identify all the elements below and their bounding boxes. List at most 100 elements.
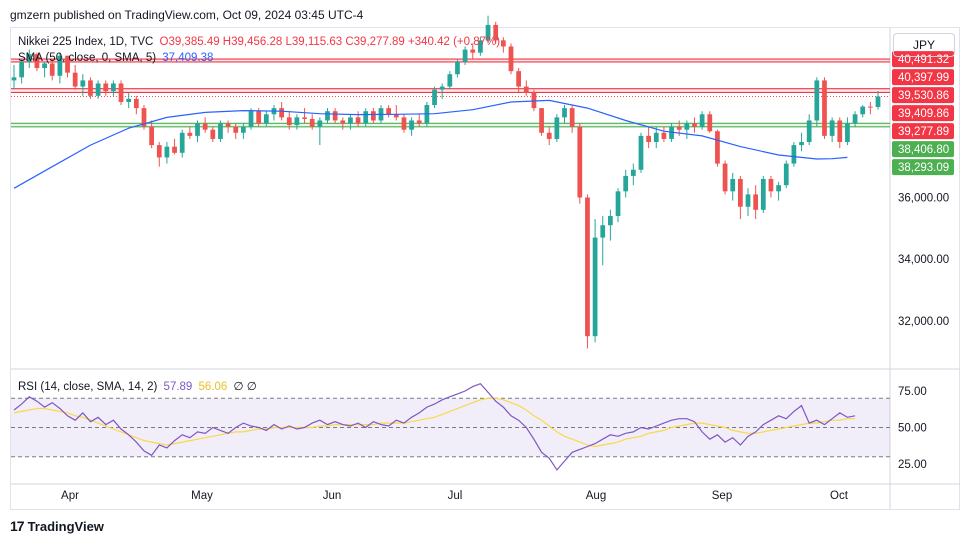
candle-body [416, 120, 422, 124]
candle-body [103, 83, 109, 92]
candle [722, 160, 728, 195]
candle [715, 129, 720, 167]
candle [156, 142, 162, 167]
price-tag-bg [892, 87, 954, 104]
rsi-legend: RSI (14, close, SMA, 14, 2) 57.89 56.06 … [18, 379, 260, 393]
candle [325, 108, 330, 124]
candle [776, 182, 781, 201]
candle-body [210, 129, 216, 139]
candle-body [225, 123, 231, 127]
candle [661, 126, 667, 143]
candle-body [745, 194, 751, 207]
candle-body [707, 114, 713, 132]
candle-body [370, 111, 376, 121]
candle [707, 111, 713, 133]
candle-body [80, 80, 86, 87]
footer-brand: 17 TradingView [10, 518, 104, 534]
candle [653, 126, 659, 149]
candle-body [447, 74, 453, 87]
candle [355, 111, 361, 127]
time-tick: Jul [448, 490, 463, 502]
candle-body [760, 179, 766, 210]
candle-body [715, 131, 720, 164]
candle-body [837, 120, 843, 143]
candle-body [172, 146, 177, 153]
candle [462, 46, 468, 65]
candle-body [508, 46, 514, 72]
candle-body [684, 123, 690, 130]
candle-body [554, 117, 560, 139]
candle [493, 21, 499, 44]
candle-body [187, 132, 193, 136]
price-tag-bg [892, 105, 954, 122]
candle-body [516, 71, 522, 87]
candle-body [867, 106, 873, 108]
candle-body [263, 114, 269, 124]
candle-body [279, 108, 284, 118]
candle [447, 71, 453, 90]
candle [80, 74, 86, 96]
candle [133, 95, 139, 115]
candle-body [539, 108, 544, 133]
price-tick: 32,000.00 [898, 316, 949, 328]
tradingview-logo-icon: 17 [10, 518, 25, 534]
candle [554, 114, 560, 143]
candle [500, 37, 506, 53]
time-tick: Sep [712, 490, 732, 502]
currency-button[interactable]: JPY [893, 33, 955, 57]
candle-body [608, 215, 613, 226]
candle [233, 123, 239, 139]
candle [799, 132, 804, 152]
candle-body [149, 126, 154, 146]
candle [852, 111, 858, 127]
price-tag: 38,406.80 [892, 141, 954, 158]
candle-body [577, 126, 583, 198]
candle-body [699, 114, 705, 127]
candle [317, 117, 323, 146]
candle-body [156, 145, 162, 158]
candle-body [722, 163, 728, 192]
candle [623, 169, 629, 198]
candle-body [531, 92, 537, 109]
candle-body [11, 77, 17, 81]
candle [195, 120, 200, 143]
candle-body [523, 86, 529, 93]
price-tag: 39,277.89 [892, 123, 954, 140]
price-tag-bg [892, 51, 954, 68]
candle-body [478, 40, 483, 53]
candle-body [42, 63, 47, 69]
candle [65, 55, 70, 78]
candle [309, 114, 315, 130]
rsi-line [13, 382, 856, 471]
candle-body [783, 163, 789, 186]
candle-body [432, 89, 437, 106]
candle [88, 77, 93, 99]
candle [783, 160, 789, 189]
candle-body [65, 55, 70, 73]
candle [638, 132, 644, 173]
candle [172, 138, 177, 155]
candle-body [485, 24, 491, 41]
candle [768, 175, 774, 198]
price-tick: 36,000.00 [898, 193, 949, 205]
rsi-label: RSI (14, close, SMA, 14, 2) [18, 381, 158, 393]
candle [730, 172, 736, 201]
candle-body [875, 96, 881, 107]
candle-body [386, 108, 392, 115]
ohlc-values: O39,385.49 H39,456.28 L39,115.63 C39,277… [159, 36, 501, 48]
candle-body [585, 197, 590, 337]
candle-body [500, 40, 506, 47]
candle-body [393, 114, 399, 118]
candle-body [829, 120, 835, 136]
candle [592, 219, 598, 343]
rsi-tick: 25.00 [898, 459, 927, 471]
candle-body [455, 61, 460, 75]
candle-body [630, 169, 636, 176]
candle [791, 142, 797, 167]
candle-body [355, 117, 361, 124]
rsi-value: 57.89 [163, 381, 193, 393]
candle-body [57, 55, 63, 76]
candle [760, 175, 766, 213]
price-tag: 39,409.86 [892, 105, 954, 122]
